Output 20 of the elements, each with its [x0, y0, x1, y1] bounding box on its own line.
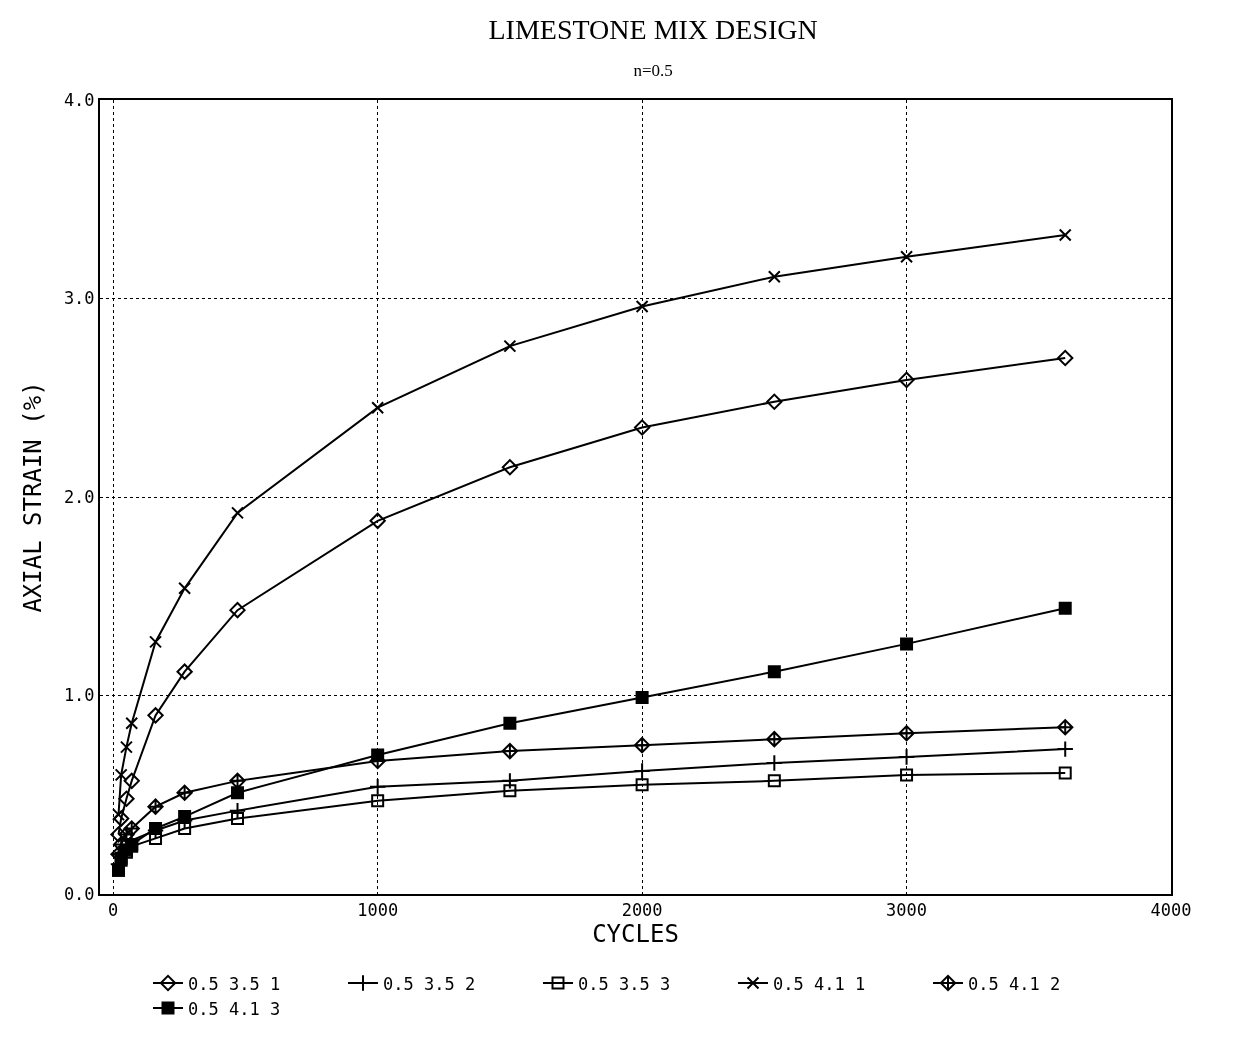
- y-axis-title: AXIAL STRAIN (%): [19, 381, 48, 613]
- legend-label: 0.5 4.1 1: [773, 973, 866, 994]
- y-tick-label: 4.0: [63, 89, 95, 110]
- y-tick-label: 1.0: [63, 685, 95, 706]
- chart-title: LIMESTONE MIX DESIGN: [488, 14, 818, 46]
- x-tick-label: 4000: [1150, 900, 1192, 921]
- legend-label: 0.5 3.5 1: [188, 973, 281, 994]
- legend-label: 0.5 3.5 3: [578, 973, 671, 994]
- y-tick-label: 0.0: [63, 883, 95, 904]
- y-tick-label: 3.0: [63, 288, 95, 309]
- legend-label: 0.5 4.1 3: [188, 998, 281, 1019]
- x-tick-label: 0: [108, 900, 119, 921]
- y-tick-label: 2.0: [63, 486, 95, 507]
- x-tick-label: 3000: [886, 900, 928, 921]
- x-axis-title: CYCLES: [592, 920, 679, 949]
- legend-label: 0.5 3.5 2: [383, 973, 476, 994]
- x-tick-label: 2000: [621, 900, 663, 921]
- chart-subtitle: n=0.5: [633, 60, 673, 80]
- x-tick-label: 1000: [357, 900, 399, 921]
- legend-label: 0.5 4.1 2: [968, 973, 1061, 994]
